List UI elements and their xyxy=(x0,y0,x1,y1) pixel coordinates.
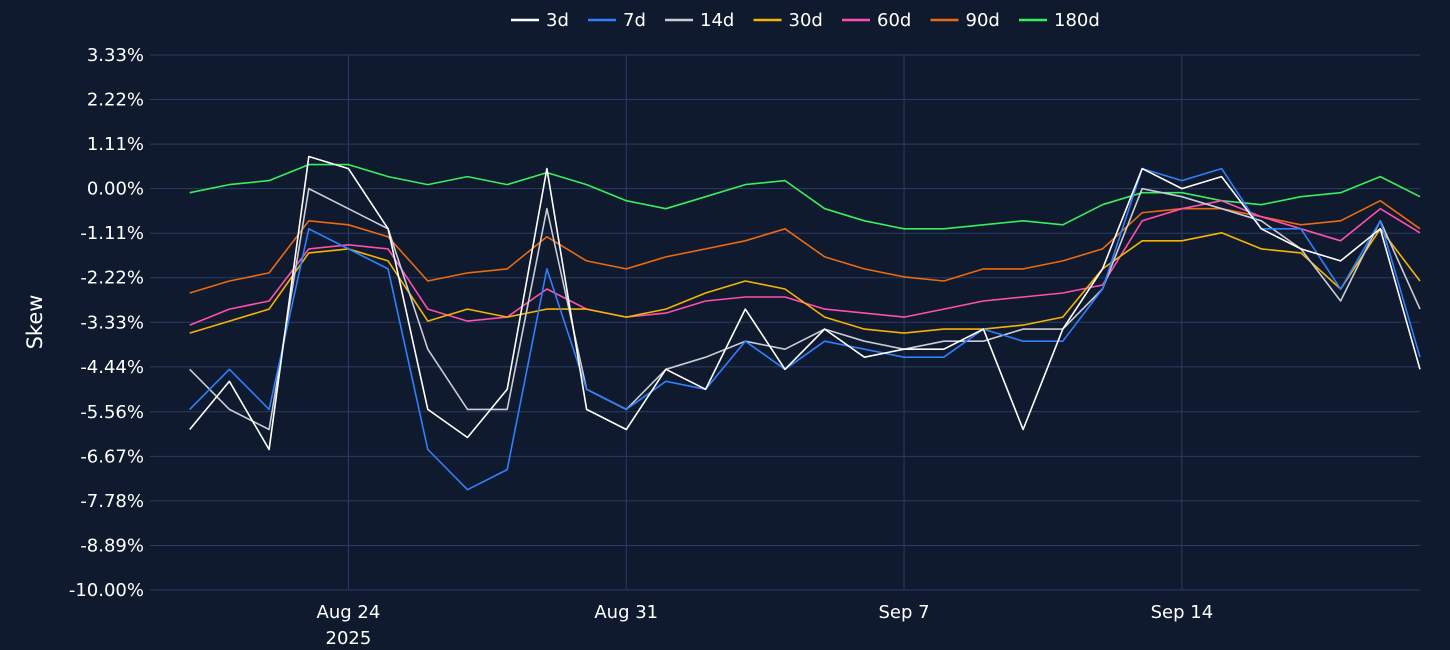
y-axis-title: Skew xyxy=(23,295,47,350)
legend-label: 7d xyxy=(623,10,646,31)
legend-item-7d[interactable]: 7d xyxy=(588,10,646,31)
legend-label: 180d xyxy=(1054,10,1100,31)
y-tick-label: 2.22% xyxy=(87,90,144,111)
legend-item-3d[interactable]: 3d xyxy=(511,10,569,31)
legend-item-30d[interactable]: 30d xyxy=(753,10,823,31)
x-tick-label: Aug 24 xyxy=(317,602,381,623)
legend-label: 14d xyxy=(700,10,734,31)
x-tick-sublabel: 2025 xyxy=(326,628,372,649)
series-lines xyxy=(189,155,1421,491)
legend-label: 3d xyxy=(546,10,569,31)
series-line-60d xyxy=(189,199,1421,326)
legend: 3d 7d 14d 30d 60d 90d 180d xyxy=(511,10,1100,31)
legend-item-90d[interactable]: 90d xyxy=(930,10,1000,31)
series-line-3d xyxy=(189,155,1421,451)
legend-label: 90d xyxy=(966,10,1000,31)
x-tick-label: Aug 31 xyxy=(594,602,658,623)
series-line-14d xyxy=(189,187,1421,431)
series-line-30d xyxy=(189,228,1421,334)
series-line-180d xyxy=(189,163,1421,230)
legend-item-14d[interactable]: 14d xyxy=(665,10,734,31)
y-tick-label: -4.44% xyxy=(80,357,144,378)
y-tick-label: -3.33% xyxy=(80,312,144,333)
grid xyxy=(150,54,1420,591)
y-tick-label: -2.22% xyxy=(80,268,144,289)
y-tick-label: -5.56% xyxy=(80,402,144,423)
x-tick-label: Sep 14 xyxy=(1151,602,1214,623)
series-line-7d xyxy=(189,167,1421,491)
y-tick-label: -6.67% xyxy=(80,446,144,467)
series-line-90d xyxy=(189,199,1421,294)
y-tick-label: -7.78% xyxy=(80,491,144,512)
legend-item-180d[interactable]: 180d xyxy=(1019,10,1100,31)
y-tick-label: 3.33% xyxy=(87,45,144,66)
y-tick-label: 1.11% xyxy=(87,134,144,155)
x-axis-ticks: Aug 24 2025 Aug 31 Sep 7 Sep 14 xyxy=(317,602,1214,649)
y-tick-label: -10.00% xyxy=(69,580,144,601)
y-tick-label: 0.00% xyxy=(87,179,144,200)
legend-item-60d[interactable]: 60d xyxy=(842,10,911,31)
legend-label: 30d xyxy=(789,10,823,31)
y-tick-label: -8.89% xyxy=(80,535,144,556)
x-tick-label: Sep 7 xyxy=(879,602,930,623)
y-tick-label: -1.11% xyxy=(80,223,144,244)
legend-label: 60d xyxy=(877,10,911,31)
y-axis-ticks: 3.33% 2.22% 1.11% 0.00% -1.11% -2.22% -3.33% -4… xyxy=(69,45,144,601)
